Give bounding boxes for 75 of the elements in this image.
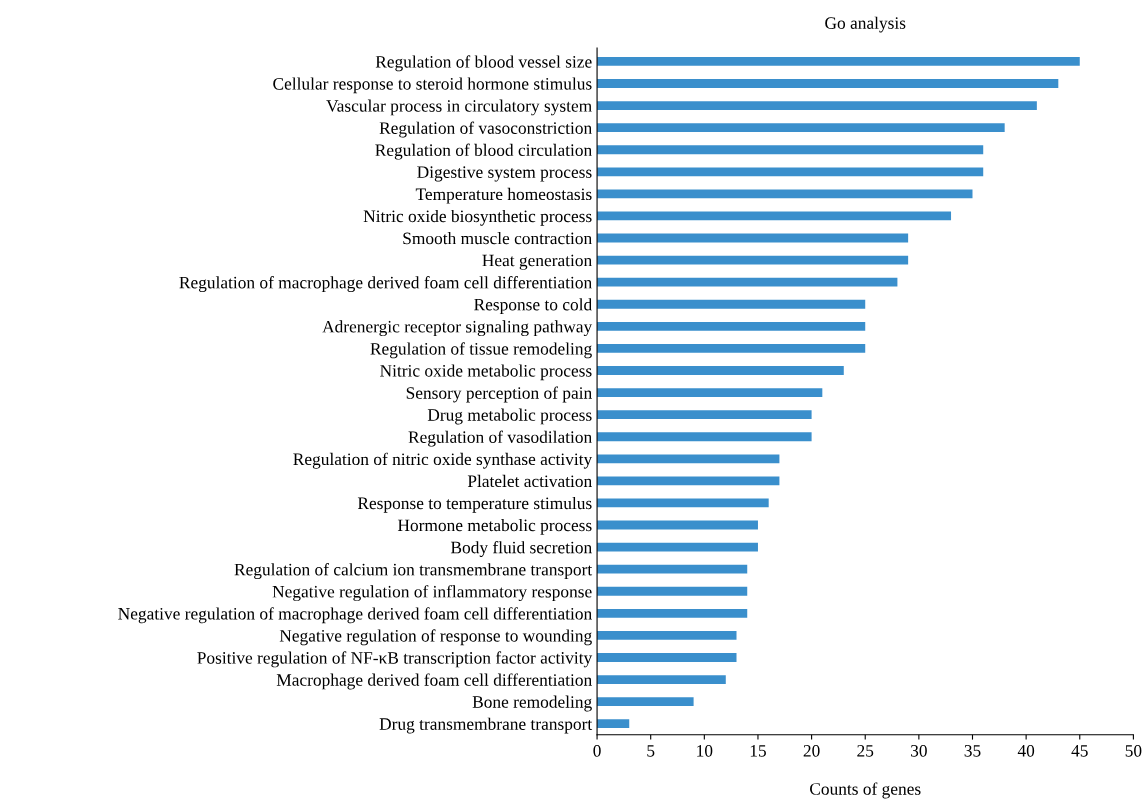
- bar: [597, 719, 630, 729]
- y-tick-label: Regulation of blood circulation: [375, 143, 592, 160]
- y-tick-label: Regulation of vasodilation: [408, 430, 592, 447]
- y-tick-label: Negative regulation of macrophage derived foam cell differentiation: [118, 607, 592, 624]
- y-tick-label: Temperature homeostasis: [415, 187, 592, 204]
- bar: [597, 388, 823, 397]
- bar: [597, 255, 909, 265]
- x-tick-label: 20: [803, 744, 820, 757]
- x-tick-label: 30: [911, 744, 927, 757]
- y-tick-label: Regulation of blood vessel size: [375, 55, 592, 72]
- bar: [597, 697, 694, 707]
- y-tick-label: Regulation of nitric oxide synthase activity: [293, 452, 593, 469]
- bar: [597, 653, 737, 662]
- bar: [597, 57, 1080, 66]
- x-tick-label: 40: [1017, 744, 1035, 757]
- bar: [597, 432, 812, 442]
- bar: [597, 101, 1037, 110]
- y-tick-label: Sensory perception of pain: [406, 386, 592, 403]
- bar: [597, 123, 1005, 133]
- bar: [597, 675, 726, 684]
- y-tick-label: Response to cold: [474, 298, 592, 314]
- y-tick-label: Drug transmembrane transport: [379, 717, 593, 734]
- y-tick-label: Platelet activation: [467, 474, 592, 488]
- bar: [597, 321, 866, 331]
- y-tick-label: Nitric oxide metabolic process: [380, 364, 592, 381]
- x-axis-title: Counts of genes: [810, 782, 921, 799]
- bar: [597, 233, 909, 243]
- y-tick-label: Heat generation: [482, 254, 592, 270]
- y-tick-label: Regulation of tissue remodeling: [370, 342, 592, 359]
- y-tick-label: Response to temperature stimulus: [357, 496, 592, 513]
- x-tick-label: 35: [964, 745, 981, 757]
- bar: [597, 366, 844, 375]
- y-tick-label: Hormone metabolic process: [397, 519, 592, 535]
- x-tick-label: 5: [647, 745, 655, 757]
- bar: [597, 189, 973, 199]
- bar: [597, 299, 866, 309]
- bar: [597, 542, 758, 552]
- bar: [597, 564, 748, 574]
- bar: [597, 145, 984, 155]
- y-tick-label: Negative regulation of inflammatory response: [272, 585, 592, 602]
- y-tick-label: Cellular response to steroid hormone stimulus: [273, 77, 592, 94]
- bar: [597, 211, 952, 221]
- bar: [597, 608, 748, 618]
- x-tick-label: 0: [593, 744, 601, 757]
- y-tick-label: Digestive system process: [417, 166, 592, 182]
- bar: [597, 167, 984, 177]
- bar: [597, 476, 780, 486]
- x-tick-label: 10: [697, 744, 713, 757]
- bar: [597, 520, 758, 530]
- bar: [597, 277, 898, 287]
- y-tick-label: Regulation of vasoconstriction: [379, 121, 592, 138]
- bar: [597, 79, 1059, 88]
- y-tick-label: Vascular process in circulatory system: [326, 99, 592, 116]
- y-tick-label: Regulation of macrophage derived foam cell differentiation: [179, 276, 592, 293]
- bar: [597, 498, 769, 508]
- x-tick-label: 50: [1125, 744, 1142, 757]
- y-tick-label: Smooth muscle contraction: [403, 232, 592, 245]
- x-tick-label: 45: [1071, 745, 1088, 757]
- y-tick-label: Negative regulation of response to wounding: [279, 629, 592, 646]
- y-tick-label: Bone remodeling: [472, 695, 592, 712]
- bar: [597, 410, 812, 420]
- bar: [597, 630, 737, 640]
- x-tick-label: 15: [750, 745, 766, 757]
- y-tick-label: Adrenergic receptor signaling pathway: [322, 320, 593, 337]
- bar: [597, 454, 780, 464]
- y-tick-label: Drug metabolic process: [427, 408, 592, 425]
- y-tick-label: Positive regulation of NF-κB transcription factor activity: [197, 651, 593, 668]
- bar: [597, 344, 866, 353]
- y-tick-label: Body fluid secretion: [450, 540, 592, 557]
- y-tick-label: Regulation of calcium ion transmembrane transport: [234, 563, 593, 580]
- y-tick-label: Nitric oxide biosynthetic process: [363, 209, 592, 226]
- x-tick-label: 25: [857, 745, 874, 757]
- y-tick-label: Macrophage derived foam cell differentiation: [276, 673, 592, 690]
- bar: [597, 586, 748, 596]
- chart-title: Go analysis: [825, 16, 906, 33]
